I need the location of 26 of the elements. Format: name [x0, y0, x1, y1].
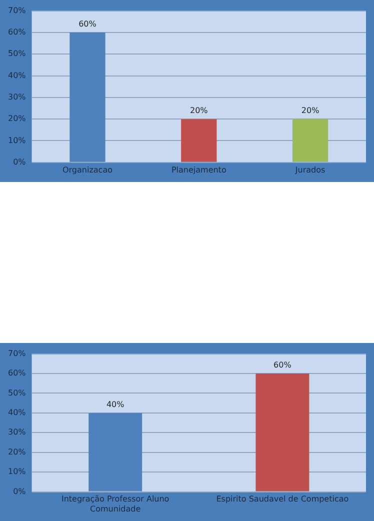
x-tick-label: Organizacao: [62, 165, 113, 174]
y-tick-label: 60%: [8, 28, 26, 37]
data-label: 60%: [274, 360, 292, 370]
y-tick-label: 60%: [8, 368, 26, 378]
y-tick-label: 50%: [8, 388, 26, 398]
y-tick-label: 70%: [8, 348, 26, 358]
x-tick-label: Integração Professor Aluno Comunidade: [61, 494, 170, 514]
data-label: 20%: [301, 106, 320, 116]
y-tick-label: 30%: [8, 92, 26, 102]
y-tick-label: 0%: [13, 486, 26, 496]
x-tick-label: Planejamento: [171, 165, 226, 174]
x-tick-label: Jurados: [294, 165, 326, 174]
x-tick-label: Espirito Saudavel de Competicao: [216, 494, 349, 504]
y-tick-label: 40%: [8, 70, 26, 80]
data-label: 40%: [106, 400, 125, 410]
y-tick-label: 20%: [8, 114, 26, 124]
y-tick-label: 10%: [8, 467, 26, 476]
y-tick-label: 40%: [8, 408, 26, 418]
y-tick-label: 0%: [13, 157, 26, 166]
y-tick-label: 30%: [8, 428, 26, 437]
y-tick-label: 20%: [8, 447, 26, 456]
data-label: 60%: [78, 20, 97, 29]
y-tick-label: 10%: [8, 136, 26, 145]
y-tick-label: 50%: [8, 49, 26, 58]
data-label: 20%: [190, 106, 208, 116]
y-tick-label: 70%: [8, 6, 26, 15]
